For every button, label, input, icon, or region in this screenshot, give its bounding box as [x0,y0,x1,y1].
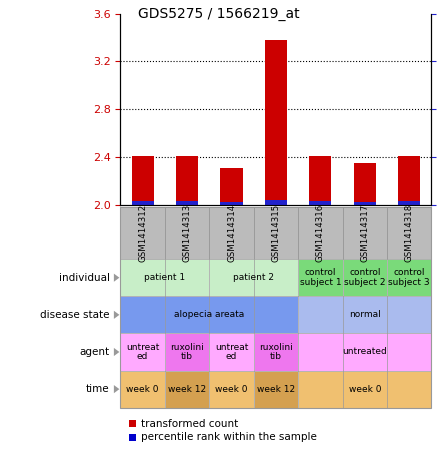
Bar [220,202,243,205]
Text: control
subject 3: control subject 3 [389,268,430,287]
Bar [353,163,376,205]
Text: week 0: week 0 [215,385,248,394]
Bar [309,156,332,205]
Bar [220,168,243,205]
Text: GSM1414312: GSM1414312 [138,204,147,262]
Bar [176,156,198,205]
Text: ruxolini
tib: ruxolini tib [170,342,204,361]
Bar [265,200,287,205]
Text: normal: normal [349,310,381,319]
Text: GSM1414317: GSM1414317 [360,204,369,262]
Text: GSM1414318: GSM1414318 [405,204,414,262]
Bar [353,202,376,205]
Text: untreated: untreated [343,347,387,357]
Text: untreat
ed: untreat ed [215,342,248,361]
Text: week 0: week 0 [127,385,159,394]
Text: GSM1414314: GSM1414314 [227,204,236,262]
Bar [176,201,198,205]
Text: patient 1: patient 1 [144,273,185,282]
Text: control
subject 1: control subject 1 [300,268,341,287]
Text: GDS5275 / 1566219_at: GDS5275 / 1566219_at [138,7,300,21]
Text: transformed count: transformed count [141,419,239,429]
Bar [131,201,154,205]
Text: agent: agent [79,347,110,357]
Text: control
subject 2: control subject 2 [344,268,385,287]
Bar [309,201,332,205]
Text: GSM1414315: GSM1414315 [272,204,280,262]
Text: individual: individual [59,273,110,283]
Bar [131,156,154,205]
Text: time: time [86,384,110,394]
Text: untreat
ed: untreat ed [126,342,159,361]
Text: GSM1414313: GSM1414313 [183,204,191,262]
Bar [265,40,287,205]
Text: patient 2: patient 2 [233,273,274,282]
Text: alopecia areata: alopecia areata [174,310,244,319]
Bar [398,201,420,205]
Text: ruxolini
tib: ruxolini tib [259,342,293,361]
Text: GSM1414316: GSM1414316 [316,204,325,262]
Bar [398,156,420,205]
Text: percentile rank within the sample: percentile rank within the sample [141,432,318,442]
Text: week 12: week 12 [257,385,295,394]
Text: disease state: disease state [40,310,110,320]
Text: week 12: week 12 [168,385,206,394]
Text: week 0: week 0 [349,385,381,394]
